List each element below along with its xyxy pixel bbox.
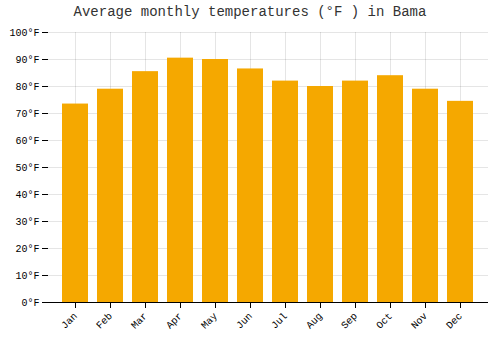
svg-text:Nov: Nov: [409, 311, 430, 332]
svg-text:Mar: Mar: [129, 311, 150, 332]
svg-text:100°F: 100°F: [9, 28, 39, 39]
svg-text:60°F: 60°F: [15, 136, 39, 147]
svg-text:20°F: 20°F: [15, 244, 39, 255]
svg-text:Jul: Jul: [269, 311, 290, 332]
svg-text:90°F: 90°F: [15, 55, 39, 66]
svg-text:Aug: Aug: [304, 311, 325, 332]
svg-text:80°F: 80°F: [15, 82, 39, 93]
html-text:Average monthly temperatures (: Average monthly temperatures (°F ) in Ba…: [73, 4, 427, 20]
svg-text:Dec: Dec: [444, 311, 465, 332]
svg-text:Jun: Jun: [234, 311, 255, 332]
svg-text:Apr: Apr: [164, 311, 185, 332]
svg-text:May: May: [199, 311, 220, 332]
svg-text:Sep: Sep: [339, 311, 360, 332]
svg-text:Oct: Oct: [374, 311, 395, 332]
svg-text:70°F: 70°F: [15, 109, 39, 120]
svg-text:Feb: Feb: [94, 311, 115, 332]
svg-text:Jan: Jan: [59, 311, 80, 332]
svg-text:30°F: 30°F: [15, 217, 39, 228]
svg-text:0°F: 0°F: [21, 298, 39, 309]
svg-text:40°F: 40°F: [15, 190, 39, 201]
svg-text:50°F: 50°F: [15, 163, 39, 174]
svg-text:10°F: 10°F: [15, 271, 39, 282]
